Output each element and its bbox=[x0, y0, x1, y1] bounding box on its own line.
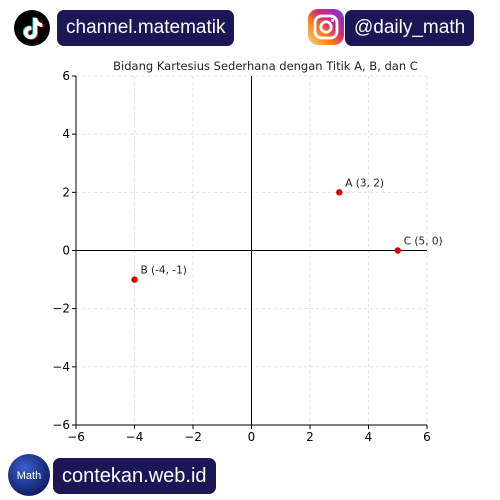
y-tick-label: −4 bbox=[52, 360, 70, 374]
y-tick-label: −2 bbox=[52, 302, 70, 316]
data-point bbox=[394, 247, 401, 254]
math-logo-text: Math bbox=[17, 470, 41, 482]
x-tick-label: −2 bbox=[184, 430, 202, 444]
y-tick-label: 2 bbox=[62, 185, 70, 199]
x-tick-label: 6 bbox=[423, 430, 431, 444]
point-label: A (3, 2) bbox=[345, 177, 384, 189]
y-tick-label: 6 bbox=[62, 69, 70, 83]
x-tick-label: 2 bbox=[306, 430, 314, 444]
tiktok-logo-icon bbox=[14, 10, 50, 46]
data-point bbox=[336, 189, 343, 196]
instagram-logo-icon bbox=[308, 9, 344, 45]
website-badge: contekan.web.id bbox=[53, 458, 216, 494]
data-point bbox=[131, 276, 138, 283]
x-tick-label: 4 bbox=[365, 430, 373, 444]
point-label: C (5, 0) bbox=[404, 236, 443, 248]
tiktok-handle: channel.matematik bbox=[57, 10, 235, 46]
chart-title: Bidang Kartesius Sederhana dengan Titik … bbox=[113, 59, 418, 73]
cartesian-chart: −6−6 −4 −4 −2 −2 0 0 2 2 4 4 6 6 Bidang Kartesius Sed… bbox=[52, 59, 443, 444]
x-tick-label: −6 bbox=[67, 430, 85, 444]
point-label: B (-4, -1) bbox=[141, 265, 187, 277]
y-tick-label: 0 bbox=[62, 244, 70, 258]
x-tick-label: 0 bbox=[248, 430, 256, 444]
y-tick-label: −6 bbox=[52, 418, 70, 432]
y-tick-label: 4 bbox=[62, 127, 70, 141]
math-logo-icon: Math bbox=[8, 454, 50, 496]
instagram-handle: @daily_math bbox=[345, 10, 475, 46]
x-tick-label: −4 bbox=[126, 430, 144, 444]
